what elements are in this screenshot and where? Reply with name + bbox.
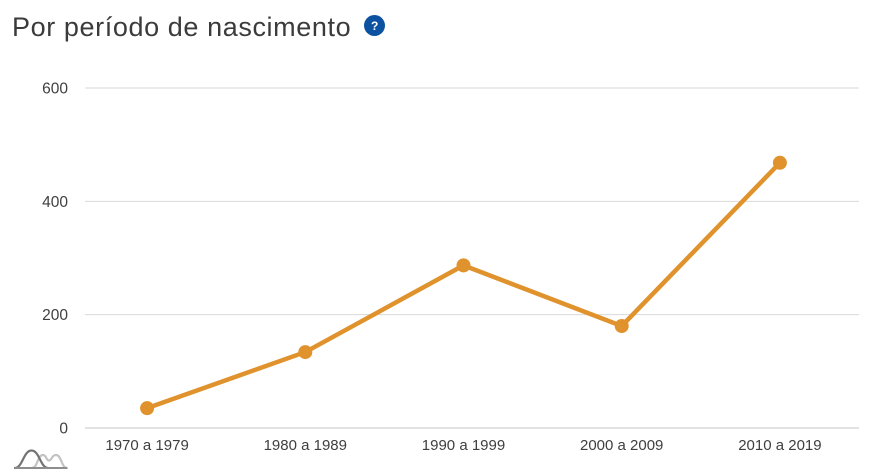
data-point-marker[interactable]: [298, 345, 313, 360]
help-icon[interactable]: ?: [364, 15, 386, 36]
y-tick-label: 200: [42, 307, 68, 324]
data-point-marker[interactable]: [614, 319, 629, 333]
chart-header: Por período de nascimento ?: [12, 12, 386, 43]
y-tick-label: 600: [42, 81, 68, 98]
data-point-marker[interactable]: [456, 258, 471, 273]
data-point-marker[interactable]: [772, 155, 787, 170]
x-tick-label: 2010 a 2019: [738, 437, 821, 454]
y-tick-label: 0: [59, 421, 68, 438]
distribution-curves-logo-icon: [13, 449, 69, 470]
series-line: [144, 160, 783, 411]
data-point-marker[interactable]: [140, 401, 155, 416]
y-tick-label: 400: [42, 194, 68, 211]
x-tick-label: 2000 a 2009: [580, 437, 663, 454]
x-tick-label: 1990 a 1999: [422, 437, 505, 454]
chart-title: Por período de nascimento: [12, 12, 352, 42]
x-tick-label: 1980 a 1989: [264, 437, 347, 454]
x-tick-label: 1970 a 1979: [105, 437, 188, 454]
